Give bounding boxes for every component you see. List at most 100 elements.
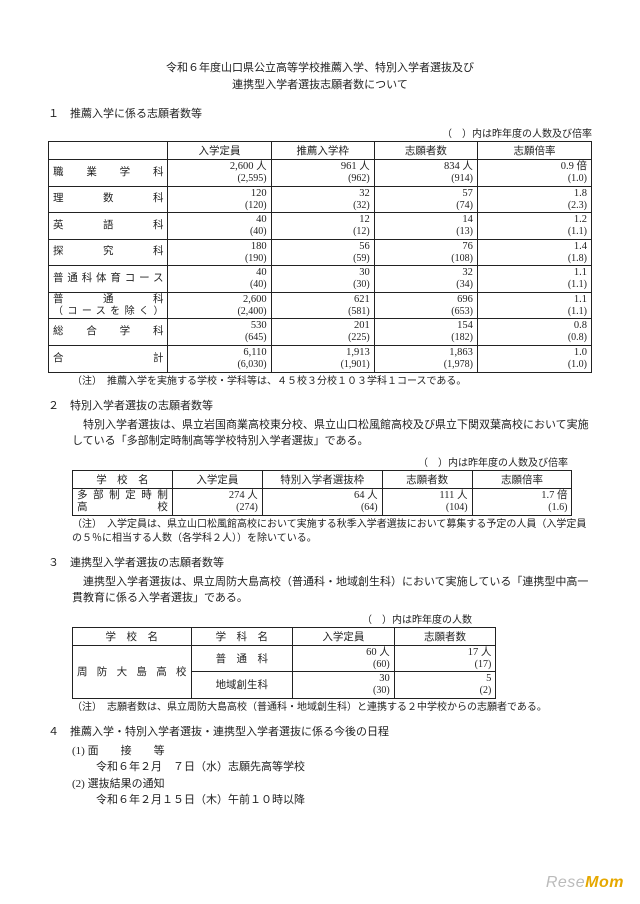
th2-slots: 特別入学者選抜枠 <box>262 470 382 488</box>
row-c2: 1,913(1,901) <box>271 345 374 372</box>
row-c1: 2,600(2,400) <box>168 292 271 319</box>
section-2-heading: ２ 特別入学者選抜の志願者数等 <box>48 397 592 413</box>
row-c1: 120(120) <box>168 186 271 213</box>
section-3-heading: ３ 連携型入学者選抜の志願者数等 <box>48 554 592 570</box>
row-label: 普通科体育コース <box>49 266 168 293</box>
t3-dept-2: 地域創生科 <box>191 672 293 699</box>
row-c3: 1,863(1,978) <box>374 345 477 372</box>
th3-applicants: 志願者数 <box>394 627 496 645</box>
row-label: 合 計 <box>49 345 168 372</box>
watermark-a: Rese <box>546 874 585 891</box>
t3-r2-c1: 30(30) <box>293 672 395 699</box>
row-label: 英 語 科 <box>49 213 168 240</box>
table-2-caption: （ ）内は昨年度の人数及び倍率 <box>48 454 592 469</box>
table-row: 合 計6,110(6,030)1,913(1,901)1,863(1,978)1… <box>49 345 592 372</box>
table-2-header-row: 学 校 名 入学定員 特別入学者選抜枠 志願者数 志願倍率 <box>73 470 572 488</box>
row-c4: 1.0(1.0) <box>477 345 591 372</box>
title-line-1: 令和６年度山口県公立高等学校推薦入学、特別入学者選抜及び <box>48 60 592 77</box>
th2-applicants: 志願者数 <box>382 470 472 488</box>
table-row: 普 通 科（コースを除く）2,600(2,400)621(581)696(653… <box>49 292 592 319</box>
row-c3: 32(34) <box>374 266 477 293</box>
row-c1: 40(40) <box>168 213 271 240</box>
table-row: 普通科体育コース40(40)30(30)32(34)1.1(1.1) <box>49 266 592 293</box>
watermark-b: Mom <box>585 874 624 891</box>
title-line-2: 連携型入学者選抜志願者数について <box>48 77 592 94</box>
t2-c1: 274 人(274) <box>172 488 262 515</box>
row-c1: 2,600 人(2,595) <box>168 160 271 187</box>
page-title: 令和６年度山口県公立高等学校推薦入学、特別入学者選抜及び 連携型入学者選抜志願者… <box>48 60 592 93</box>
row-c3: 696(653) <box>374 292 477 319</box>
row-c3: 14(13) <box>374 213 477 240</box>
row-c4: 1.8(2.3) <box>477 186 591 213</box>
row-label: 探 究 科 <box>49 239 168 266</box>
row-c2: 201(225) <box>271 319 374 346</box>
th-applicants: 志願者数 <box>374 142 477 160</box>
row-c4: 1.2(1.1) <box>477 213 591 240</box>
table-3-header-row: 学 校 名 学 科 名 入学定員 志願者数 <box>73 627 496 645</box>
row-c1: 6,110(6,030) <box>168 345 271 372</box>
row-c3: 57(74) <box>374 186 477 213</box>
th3-dept: 学 科 名 <box>191 627 293 645</box>
th3-school: 学 校 名 <box>73 627 192 645</box>
schedule-item-1-detail: 令和６年２月 ７日（水）志願先高等学校 <box>96 759 592 776</box>
row-c2: 56(59) <box>271 239 374 266</box>
table-1: 入学定員 推薦入学枠 志願者数 志願倍率 職 業 学 科2,600 人(2,59… <box>48 141 592 373</box>
table-2-note: （注） 入学定員は、県立山口松風館高校において実施する秋季入学者選抜において募集… <box>72 518 592 546</box>
table-1-note: （注） 推薦入学を実施する学校・学科等は、４５校３分校１０３学科１コースである。 <box>72 375 592 389</box>
table-2: 学 校 名 入学定員 特別入学者選抜枠 志願者数 志願倍率 多部制定時制 高 校… <box>72 470 572 516</box>
watermark: ReseMom <box>546 874 624 892</box>
schedule-item-2-detail: 令和６年２月１５日（木）午前１０時以降 <box>96 792 592 809</box>
t2-c4: 1.7 倍(1.6) <box>472 488 572 515</box>
th2-capacity: 入学定員 <box>172 470 262 488</box>
table-row: 探 究 科180(190)56(59)76(108)1.4(1.8) <box>49 239 592 266</box>
row-label: 総 合 学 科 <box>49 319 168 346</box>
t3-r1-c1: 60 人(60) <box>293 645 395 672</box>
t2-c2: 64 人(64) <box>262 488 382 515</box>
row-c4: 1.4(1.8) <box>477 239 591 266</box>
table-row: 総 合 学 科530(645)201(225)154(182)0.8(0.8) <box>49 319 592 346</box>
section-4-heading: ４ 推薦入学・特別入学者選抜・連携型入学者選抜に係る今後の日程 <box>48 723 592 739</box>
row-c3: 834 人(914) <box>374 160 477 187</box>
row-c2: 961 人(962) <box>271 160 374 187</box>
row-c2: 32(32) <box>271 186 374 213</box>
section-1-heading: １ 推薦入学に係る志願者数等 <box>48 105 592 121</box>
schedule-item-1: (1) 面 接 等 <box>72 743 592 760</box>
table-3-row-1: 周防大島高校 普 通 科 60 人(60) 17 人(17) <box>73 645 496 672</box>
row-label: 職 業 学 科 <box>49 160 168 187</box>
table-row: 理 数 科120(120)32(32)57(74)1.8(2.3) <box>49 186 592 213</box>
row-c1: 40(40) <box>168 266 271 293</box>
t2-c3: 111 人(104) <box>382 488 472 515</box>
row-c2: 12(12) <box>271 213 374 240</box>
t3-dept-1: 普 通 科 <box>191 645 293 672</box>
table-row: 職 業 学 科2,600 人(2,595)961 人(962)834 人(914… <box>49 160 592 187</box>
th-blank <box>49 142 168 160</box>
row-c4: 1.1(1.1) <box>477 292 591 319</box>
row-c1: 180(190) <box>168 239 271 266</box>
t3-school: 周防大島高校 <box>73 645 192 698</box>
t3-r1-c2: 17 人(17) <box>394 645 496 672</box>
schedule-item-2: (2) 選抜結果の通知 <box>72 776 592 793</box>
section-2-para: 特別入学者選抜は、県立岩国商業高校東分校、県立山口松風館高校及び県立下関双葉高校… <box>72 417 592 450</box>
row-c4: 1.1(1.1) <box>477 266 591 293</box>
section-3-para: 連携型入学者選抜は、県立周防大島高校（普通科・地域創生科）において実施している「… <box>72 574 592 607</box>
th-slots: 推薦入学枠 <box>271 142 374 160</box>
table-1-caption: （ ）内は昨年度の人数及び倍率 <box>48 125 592 140</box>
t3-r2-c2: 5(2) <box>394 672 496 699</box>
row-c3: 154(182) <box>374 319 477 346</box>
row-c1: 530(645) <box>168 319 271 346</box>
row-c4: 0.8(0.8) <box>477 319 591 346</box>
row-label: 普 通 科（コースを除く） <box>49 292 168 319</box>
th3-capacity: 入学定員 <box>293 627 395 645</box>
table-1-header-row: 入学定員 推薦入学枠 志願者数 志願倍率 <box>49 142 592 160</box>
row-c3: 76(108) <box>374 239 477 266</box>
t2-label: 多部制定時制 高 校 <box>73 488 173 515</box>
table-row: 英 語 科40(40)12(12)14(13)1.2(1.1) <box>49 213 592 240</box>
table-2-row: 多部制定時制 高 校 274 人(274) 64 人(64) 111 人(104… <box>73 488 572 515</box>
table-3: 学 校 名 学 科 名 入学定員 志願者数 周防大島高校 普 通 科 60 人(… <box>72 627 496 699</box>
row-c2: 621(581) <box>271 292 374 319</box>
th2-ratio: 志願倍率 <box>472 470 572 488</box>
th2-school: 学 校 名 <box>73 470 173 488</box>
table-3-caption: （ ）内は昨年度の人数 <box>48 611 592 626</box>
th-ratio: 志願倍率 <box>477 142 591 160</box>
row-label: 理 数 科 <box>49 186 168 213</box>
